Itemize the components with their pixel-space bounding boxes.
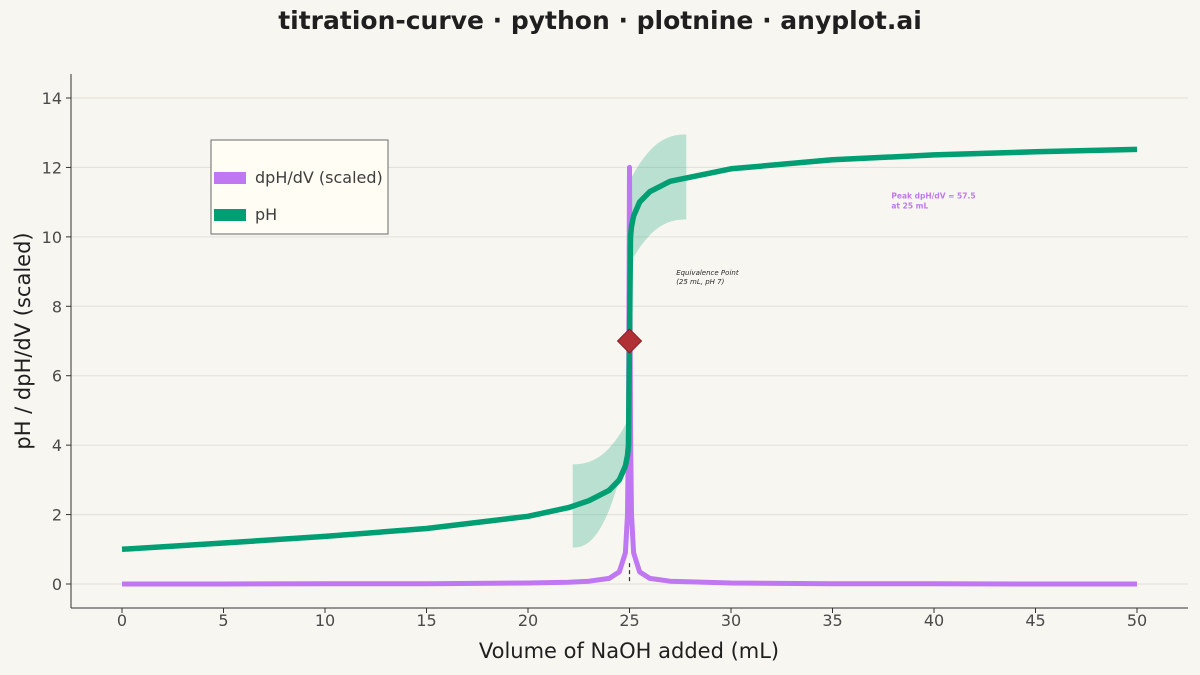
annotations: Equivalence Point (25 mL, pH 7) Peak dpH…	[676, 192, 975, 286]
y-tick-label: 2	[52, 506, 62, 525]
y-tick-label: 4	[52, 436, 62, 455]
y-tick-label: 6	[52, 367, 62, 386]
y-axis-label: pH / dpH/dV (scaled)	[11, 232, 35, 449]
x-tick-label: 5	[218, 611, 228, 630]
peak-annotation-line2: at 25 mL	[891, 202, 928, 211]
y-tick-label: 10	[42, 228, 62, 247]
x-tick-label: 30	[721, 611, 741, 630]
legend-key-dpdv	[214, 172, 246, 184]
x-tick-label: 35	[822, 611, 842, 630]
ph-confidence-band	[572, 417, 630, 548]
x-axis-label: Volume of NaOH added (mL)	[479, 639, 779, 663]
x-tick-label: 45	[1025, 611, 1045, 630]
confidence-bands	[572, 134, 687, 548]
legend-key-ph	[214, 209, 246, 221]
legend-label-dpdv: dpH/dV (scaled)	[255, 168, 383, 187]
y-tick-label: 0	[52, 575, 62, 594]
x-tick-label: 50	[1127, 611, 1147, 630]
y-tick-label: 14	[42, 89, 62, 108]
equivalence-marker	[616, 328, 643, 354]
x-tick-label: 25	[619, 611, 639, 630]
y-tick-label: 8	[52, 297, 62, 316]
equivalence-annotation-line1: Equivalence Point	[676, 269, 739, 277]
x-tick-label: 10	[315, 611, 335, 630]
x-tick-label: 0	[117, 611, 127, 630]
ticks: 0 2 4 6 8 10 12 14 0 5 10 15 20 25 30 35 40 45 50	[42, 89, 1148, 630]
legend: dpH/dV (scaled) pH	[210, 139, 389, 235]
series-lines	[121, 146, 1138, 587]
peak-annotation-line1: Peak dpH/dV = 57.5	[891, 192, 975, 201]
y-tick-label: 12	[42, 158, 62, 177]
equivalence-point-marker	[616, 328, 643, 354]
ph-confidence-band	[629, 134, 687, 265]
legend-label-ph: pH	[255, 205, 277, 224]
x-tick-label: 15	[416, 611, 436, 630]
equivalence-annotation-line2: (25 mL, pH 7)	[676, 278, 724, 286]
chart-title: titration-curve · python · plotnine · an…	[278, 6, 922, 35]
ph-series-line	[121, 146, 1138, 553]
x-tick-label: 20	[518, 611, 538, 630]
x-tick-label: 40	[924, 611, 944, 630]
